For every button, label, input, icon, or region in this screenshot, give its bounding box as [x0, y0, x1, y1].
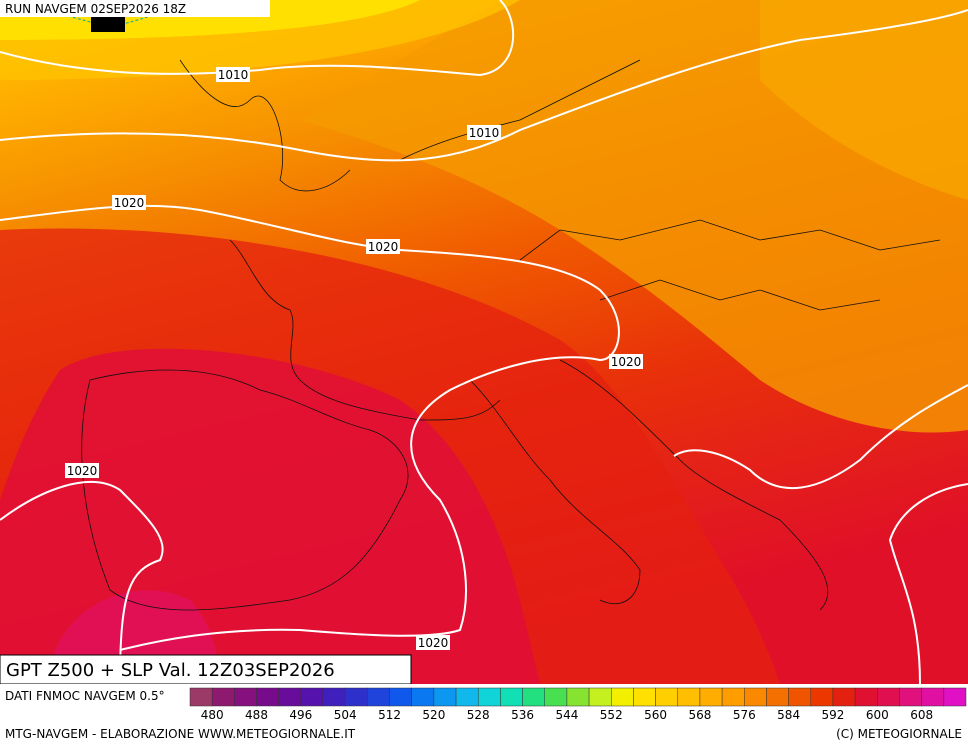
colorbar-swatch	[588, 687, 612, 707]
colorbar-tick-label: 528	[467, 708, 490, 722]
colorbar-tick-label: 504	[334, 708, 357, 722]
colorbar-swatch	[300, 687, 324, 707]
run-label: RUN NAVGEM 02SEP2026 18Z	[5, 2, 186, 16]
colorbar-swatch	[633, 687, 656, 707]
colorbar-swatch	[211, 687, 235, 707]
contour-label: 1020	[611, 355, 642, 369]
map-fill	[0, 0, 968, 684]
colorbar-swatch	[477, 687, 501, 707]
colorbar-tick-label: 488	[245, 708, 268, 722]
contour-label-box	[416, 635, 450, 650]
colorbar-swatch	[455, 687, 479, 707]
colorbar-swatch	[256, 687, 279, 707]
colorbar-swatch	[411, 687, 435, 707]
colorbar-source: DATI FNMOC NAVGEM 0.5°	[5, 689, 165, 703]
contour-label-box	[366, 239, 400, 254]
colorbar-swatch	[322, 687, 346, 707]
colorbar-swatch	[278, 687, 302, 707]
run-box	[0, 0, 270, 17]
colorbar-swatch	[500, 687, 523, 707]
contour-label: 1020	[67, 464, 98, 478]
contour-label-box	[609, 354, 643, 369]
colorbar-tick-label: 544	[555, 708, 578, 722]
footer-left: MTG-NAVGEM - ELABORAZIONE WWW.METEOGIORN…	[5, 727, 356, 741]
colorbar-tick-label: 496	[289, 708, 312, 722]
colorbar-tick-label: 576	[733, 708, 756, 722]
colorbar-swatch	[877, 687, 900, 707]
contour-label: 552	[97, 18, 120, 32]
colorbar-tick-label: 568	[688, 708, 711, 722]
colorbar-swatch	[189, 687, 213, 707]
coastlines	[81, 59, 941, 611]
colorbar-swatch	[655, 687, 679, 707]
colorbar-tick-label: 592	[822, 708, 845, 722]
colorbar-swatch	[721, 687, 745, 707]
colorbar-tick-label: 552	[600, 708, 623, 722]
colorbar-tick-label: 608	[910, 708, 933, 722]
colorbar-swatch	[832, 687, 856, 707]
colorbar-tick-label: 536	[511, 708, 534, 722]
colorbar-swatch	[522, 687, 545, 707]
footer-right: (C) METEOGIORNALE	[836, 727, 962, 741]
colorbar-tick-label: 560	[644, 708, 667, 722]
colorbar: 480 488 496 504 512 520 528 536 544 552 560 568 576 5…	[189, 687, 967, 722]
colorbar-swatch	[677, 687, 701, 707]
colorbar-swatch	[344, 687, 368, 707]
colorbar-swatch	[433, 687, 457, 707]
contour-label: 1020	[368, 240, 399, 254]
colorbar-swatch	[788, 687, 812, 707]
contour-label: 1020	[114, 196, 145, 210]
colorbar-tick-label: 520	[422, 708, 445, 722]
colorbar-tick-label: 512	[378, 708, 401, 722]
contour-label-box	[216, 67, 250, 82]
colorbar-swatch	[921, 687, 945, 707]
colorbar-swatch	[544, 687, 568, 707]
colorbar-swatch	[766, 687, 789, 707]
colorbar-swatch	[943, 687, 967, 707]
title-box	[0, 654, 412, 685]
contour-label: 1010	[469, 126, 500, 140]
contour-label-box	[65, 463, 99, 478]
contour-label-box	[91, 17, 125, 32]
map-title: GPT Z500 + SLP Val. 12Z03SEP2026	[6, 660, 335, 681]
contour-labels: 552 1010 1010 1020 1020 1020 1020 1020	[65, 17, 643, 650]
colorbar-tick-label: 480	[201, 708, 224, 722]
colorbar-swatch	[854, 687, 878, 707]
contour-label: 1020	[418, 636, 449, 650]
contour-label-box	[467, 125, 501, 140]
colorbar-swatch	[234, 687, 257, 707]
colorbar-swatch	[566, 687, 590, 707]
colorbar-swatch	[367, 687, 390, 707]
colorbar-swatch	[611, 687, 634, 707]
colorbar-swatch	[899, 687, 922, 707]
contour-label-box	[112, 195, 146, 210]
contour-label: 1010	[218, 68, 249, 82]
colorbar-swatch	[389, 687, 412, 707]
colorbar-swatch	[810, 687, 834, 707]
colorbar-tick-label: 600	[866, 708, 889, 722]
colorbar-swatch	[699, 687, 723, 707]
colorbar-tick-label: 584	[777, 708, 800, 722]
colorbar-swatch	[744, 687, 767, 707]
